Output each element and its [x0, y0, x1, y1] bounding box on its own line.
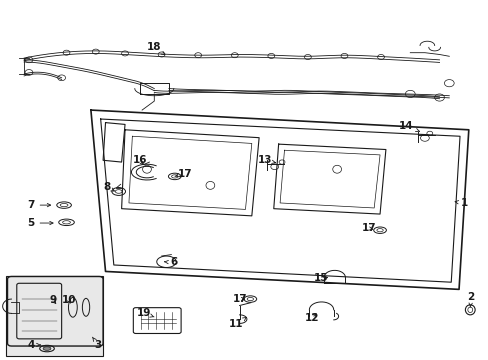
Text: 9: 9	[49, 295, 56, 305]
Ellipse shape	[43, 347, 51, 350]
Text: 8: 8	[103, 182, 114, 192]
Text: 13: 13	[257, 155, 275, 165]
Text: 10: 10	[61, 295, 76, 305]
Bar	[5, 276, 103, 356]
Text: 7: 7	[27, 200, 51, 210]
Text: 4: 4	[27, 340, 40, 350]
Text: 2: 2	[467, 292, 474, 307]
Text: 6: 6	[164, 257, 177, 267]
Text: 19: 19	[137, 309, 154, 318]
Text: 17: 17	[233, 294, 247, 304]
Text: 18: 18	[147, 42, 164, 55]
Text: 16: 16	[132, 155, 146, 165]
Text: 1: 1	[454, 198, 468, 208]
Text: 14: 14	[398, 121, 419, 131]
Text: 17: 17	[361, 224, 375, 233]
Text: 17: 17	[175, 168, 192, 179]
Text: 11: 11	[228, 318, 246, 329]
Text: 3: 3	[92, 337, 102, 350]
Text: 5: 5	[27, 218, 53, 228]
Text: 15: 15	[314, 273, 328, 283]
Text: 12: 12	[304, 313, 318, 323]
